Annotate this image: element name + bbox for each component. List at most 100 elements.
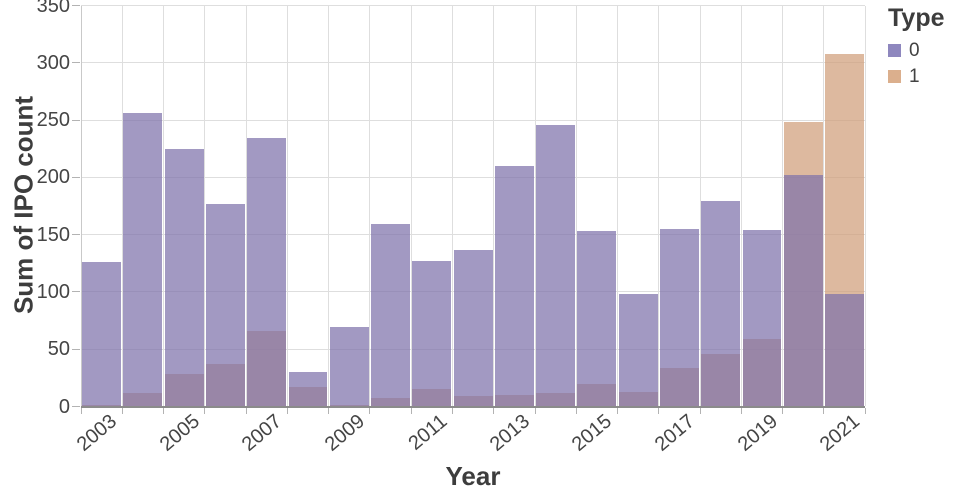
legend-swatch-1 bbox=[888, 70, 901, 83]
bar-type0-2014 bbox=[536, 124, 576, 407]
x-tick-mark bbox=[575, 407, 577, 414]
x-tick-label-2013: 2013 bbox=[485, 410, 534, 456]
bar-type0-2021 bbox=[825, 294, 864, 407]
x-tick-mark bbox=[864, 407, 866, 414]
legend-swatch-0 bbox=[888, 44, 901, 57]
gridline-vertical bbox=[121, 5, 123, 407]
gridline-vertical bbox=[782, 5, 784, 407]
gridline-vertical bbox=[493, 5, 495, 407]
x-tick-mark bbox=[534, 407, 536, 414]
legend-label-0: 0 bbox=[909, 40, 920, 61]
legend-title: Type bbox=[888, 4, 945, 32]
gridline-vertical bbox=[286, 5, 288, 407]
gridline-vertical bbox=[204, 5, 206, 407]
x-tick-mark bbox=[369, 407, 371, 414]
x-tick-mark bbox=[286, 407, 288, 414]
gridline-horizontal bbox=[81, 119, 866, 121]
x-tick-mark bbox=[782, 407, 784, 414]
gridline-vertical bbox=[658, 5, 660, 407]
y-tick-mark bbox=[72, 234, 80, 236]
bar-type0-2006 bbox=[206, 203, 245, 407]
x-tick-mark bbox=[204, 407, 206, 414]
y-tick-label-150: 150 bbox=[36, 223, 70, 246]
bar-type0-2020 bbox=[783, 175, 823, 407]
bar-type0-2011 bbox=[412, 260, 452, 407]
x-tick-mark bbox=[658, 407, 660, 414]
x-tick-label-2021: 2021 bbox=[815, 410, 865, 456]
gridline-vertical bbox=[534, 5, 536, 407]
y-tick-label-300: 300 bbox=[36, 51, 70, 74]
y-axis-line bbox=[80, 5, 82, 407]
gridline-vertical bbox=[575, 5, 577, 407]
bar-type0-2010 bbox=[371, 224, 410, 407]
gridline-vertical bbox=[245, 5, 247, 407]
x-tick-mark bbox=[699, 407, 701, 414]
gridline-horizontal bbox=[81, 234, 866, 236]
y-tick-mark bbox=[72, 62, 80, 64]
bar-type0-2007 bbox=[247, 138, 287, 407]
gridline-vertical bbox=[451, 5, 453, 407]
y-tick-label-200: 200 bbox=[36, 166, 70, 189]
x-tick-mark bbox=[493, 407, 495, 414]
x-tick-label-2009: 2009 bbox=[320, 410, 369, 456]
gridline-vertical bbox=[864, 5, 866, 407]
y-tick-mark bbox=[72, 176, 80, 178]
x-tick-mark bbox=[451, 407, 453, 414]
y-tick-label-0: 0 bbox=[58, 395, 70, 418]
x-tick-label-2017: 2017 bbox=[650, 410, 699, 456]
gridline-vertical bbox=[823, 5, 825, 407]
x-axis-title: Year bbox=[445, 461, 501, 491]
bar-type0-2004 bbox=[123, 113, 163, 407]
x-tick-mark bbox=[740, 407, 742, 414]
bar-type0-2019 bbox=[742, 230, 782, 407]
x-axis-line bbox=[81, 405, 866, 408]
x-tick-label-2019: 2019 bbox=[733, 410, 782, 456]
bar-type0-2003 bbox=[82, 262, 122, 407]
y-tick-mark bbox=[72, 348, 80, 350]
bar-type0-2012 bbox=[453, 249, 493, 407]
gridline-horizontal bbox=[81, 5, 866, 6]
y-tick-mark bbox=[72, 406, 80, 407]
bar-type0-2013 bbox=[494, 165, 534, 407]
x-tick-mark bbox=[823, 407, 825, 414]
gridline-vertical bbox=[699, 5, 701, 407]
y-axis-title: Sum of IPO count bbox=[8, 95, 39, 315]
legend-label-1: 1 bbox=[909, 66, 920, 87]
y-tick-mark bbox=[72, 5, 80, 6]
bar-type0-2009 bbox=[329, 327, 369, 407]
y-tick-label-350: 350 bbox=[36, 0, 70, 17]
bar-type0-2018 bbox=[701, 201, 741, 407]
y-tick-label-100: 100 bbox=[36, 280, 70, 303]
x-tick-mark bbox=[617, 407, 619, 414]
bar-type0-2005 bbox=[164, 148, 204, 407]
gridline-horizontal bbox=[81, 176, 866, 178]
gridline-vertical bbox=[328, 5, 330, 407]
x-tick-label-2015: 2015 bbox=[568, 410, 617, 456]
y-tick-mark bbox=[72, 119, 80, 121]
y-tick-mark bbox=[72, 291, 80, 293]
gridline-vertical bbox=[410, 5, 412, 407]
y-tick-label-250: 250 bbox=[36, 109, 70, 132]
x-tick-mark bbox=[410, 407, 412, 414]
legend-item-1: 1 bbox=[888, 67, 945, 86]
x-tick-label-2005: 2005 bbox=[155, 410, 204, 456]
x-tick-label-2003: 2003 bbox=[72, 410, 122, 456]
x-tick-mark bbox=[245, 407, 247, 414]
x-tick-mark bbox=[121, 407, 123, 414]
x-tick-mark bbox=[80, 407, 82, 414]
x-tick-mark bbox=[163, 407, 165, 414]
gridline-vertical bbox=[617, 5, 619, 407]
bar-type0-2015 bbox=[577, 231, 617, 407]
x-tick-label-2011: 2011 bbox=[404, 410, 452, 455]
gridline-horizontal bbox=[81, 62, 866, 64]
gridline-vertical bbox=[369, 5, 371, 407]
gridline-vertical bbox=[163, 5, 165, 407]
gridline-vertical bbox=[740, 5, 742, 407]
x-tick-label-2007: 2007 bbox=[238, 410, 287, 456]
y-tick-label-50: 50 bbox=[47, 338, 70, 361]
bar-type0-2016 bbox=[618, 294, 658, 407]
bar-type0-2008 bbox=[288, 372, 328, 407]
